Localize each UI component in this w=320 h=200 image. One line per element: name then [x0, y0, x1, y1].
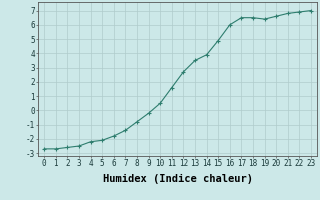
X-axis label: Humidex (Indice chaleur): Humidex (Indice chaleur) [103, 174, 252, 184]
